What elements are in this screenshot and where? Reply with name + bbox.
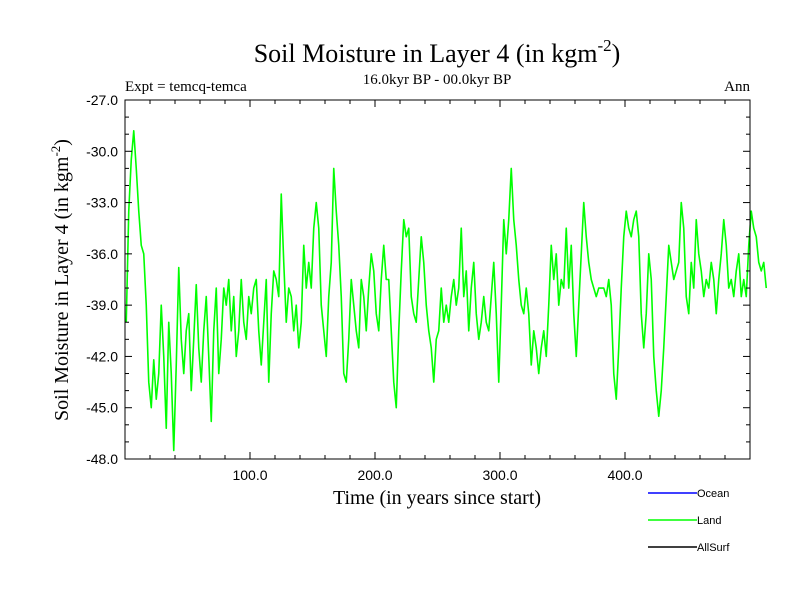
legend-item-land: Land (648, 515, 721, 527)
y-tick-label: -27.0 (86, 92, 118, 108)
x-tick-label: 100.0 (232, 467, 267, 483)
plot-area (125, 129, 768, 452)
y-tick-label: -48.0 (86, 451, 118, 467)
legend-item-allsurf: AllSurf (648, 542, 730, 554)
legend-label: AllSurf (697, 542, 730, 554)
y-tick-label: -45.0 (86, 400, 118, 416)
y-tick-label: -30.0 (86, 143, 118, 159)
x-axis: 100.0 200.0 300.0 400.0 (149, 100, 726, 483)
y-tick-label: -39.0 (86, 297, 118, 313)
subtitle-right: Ann (724, 79, 750, 95)
subtitle-center: 16.0kyr BP - 00.0kyr BP (363, 72, 512, 88)
y-axis-label: Soil Moisture in Layer 4 (in kgm-2) (48, 139, 73, 421)
x-tick-label: 400.0 (607, 467, 642, 483)
chart-title: Soil Moisture in Layer 4 (in kgm-2) (254, 36, 621, 68)
x-axis-label: Time (in years since start) (333, 487, 541, 509)
legend-label: Land (697, 515, 721, 527)
legend-item-ocean: Ocean (648, 488, 729, 500)
y-tick-label: -33.0 (86, 195, 118, 211)
legend: Ocean Land AllSurf (648, 488, 730, 554)
x-tick-label: 200.0 (357, 467, 392, 483)
y-tick-label: -36.0 (86, 246, 118, 262)
legend-label: Ocean (697, 488, 729, 500)
plot-frame (124, 99, 751, 460)
y-tick-label: -42.0 (86, 348, 118, 364)
x-tick-label: 300.0 (482, 467, 517, 483)
y-axis: -27.0 -30.0 -33.0 -36.0 -39.0 -42.0 -45.0 -48.0 (86, 92, 750, 467)
series-line-land (125, 129, 768, 452)
subtitle-left: Expt = temcq-temca (125, 79, 247, 95)
